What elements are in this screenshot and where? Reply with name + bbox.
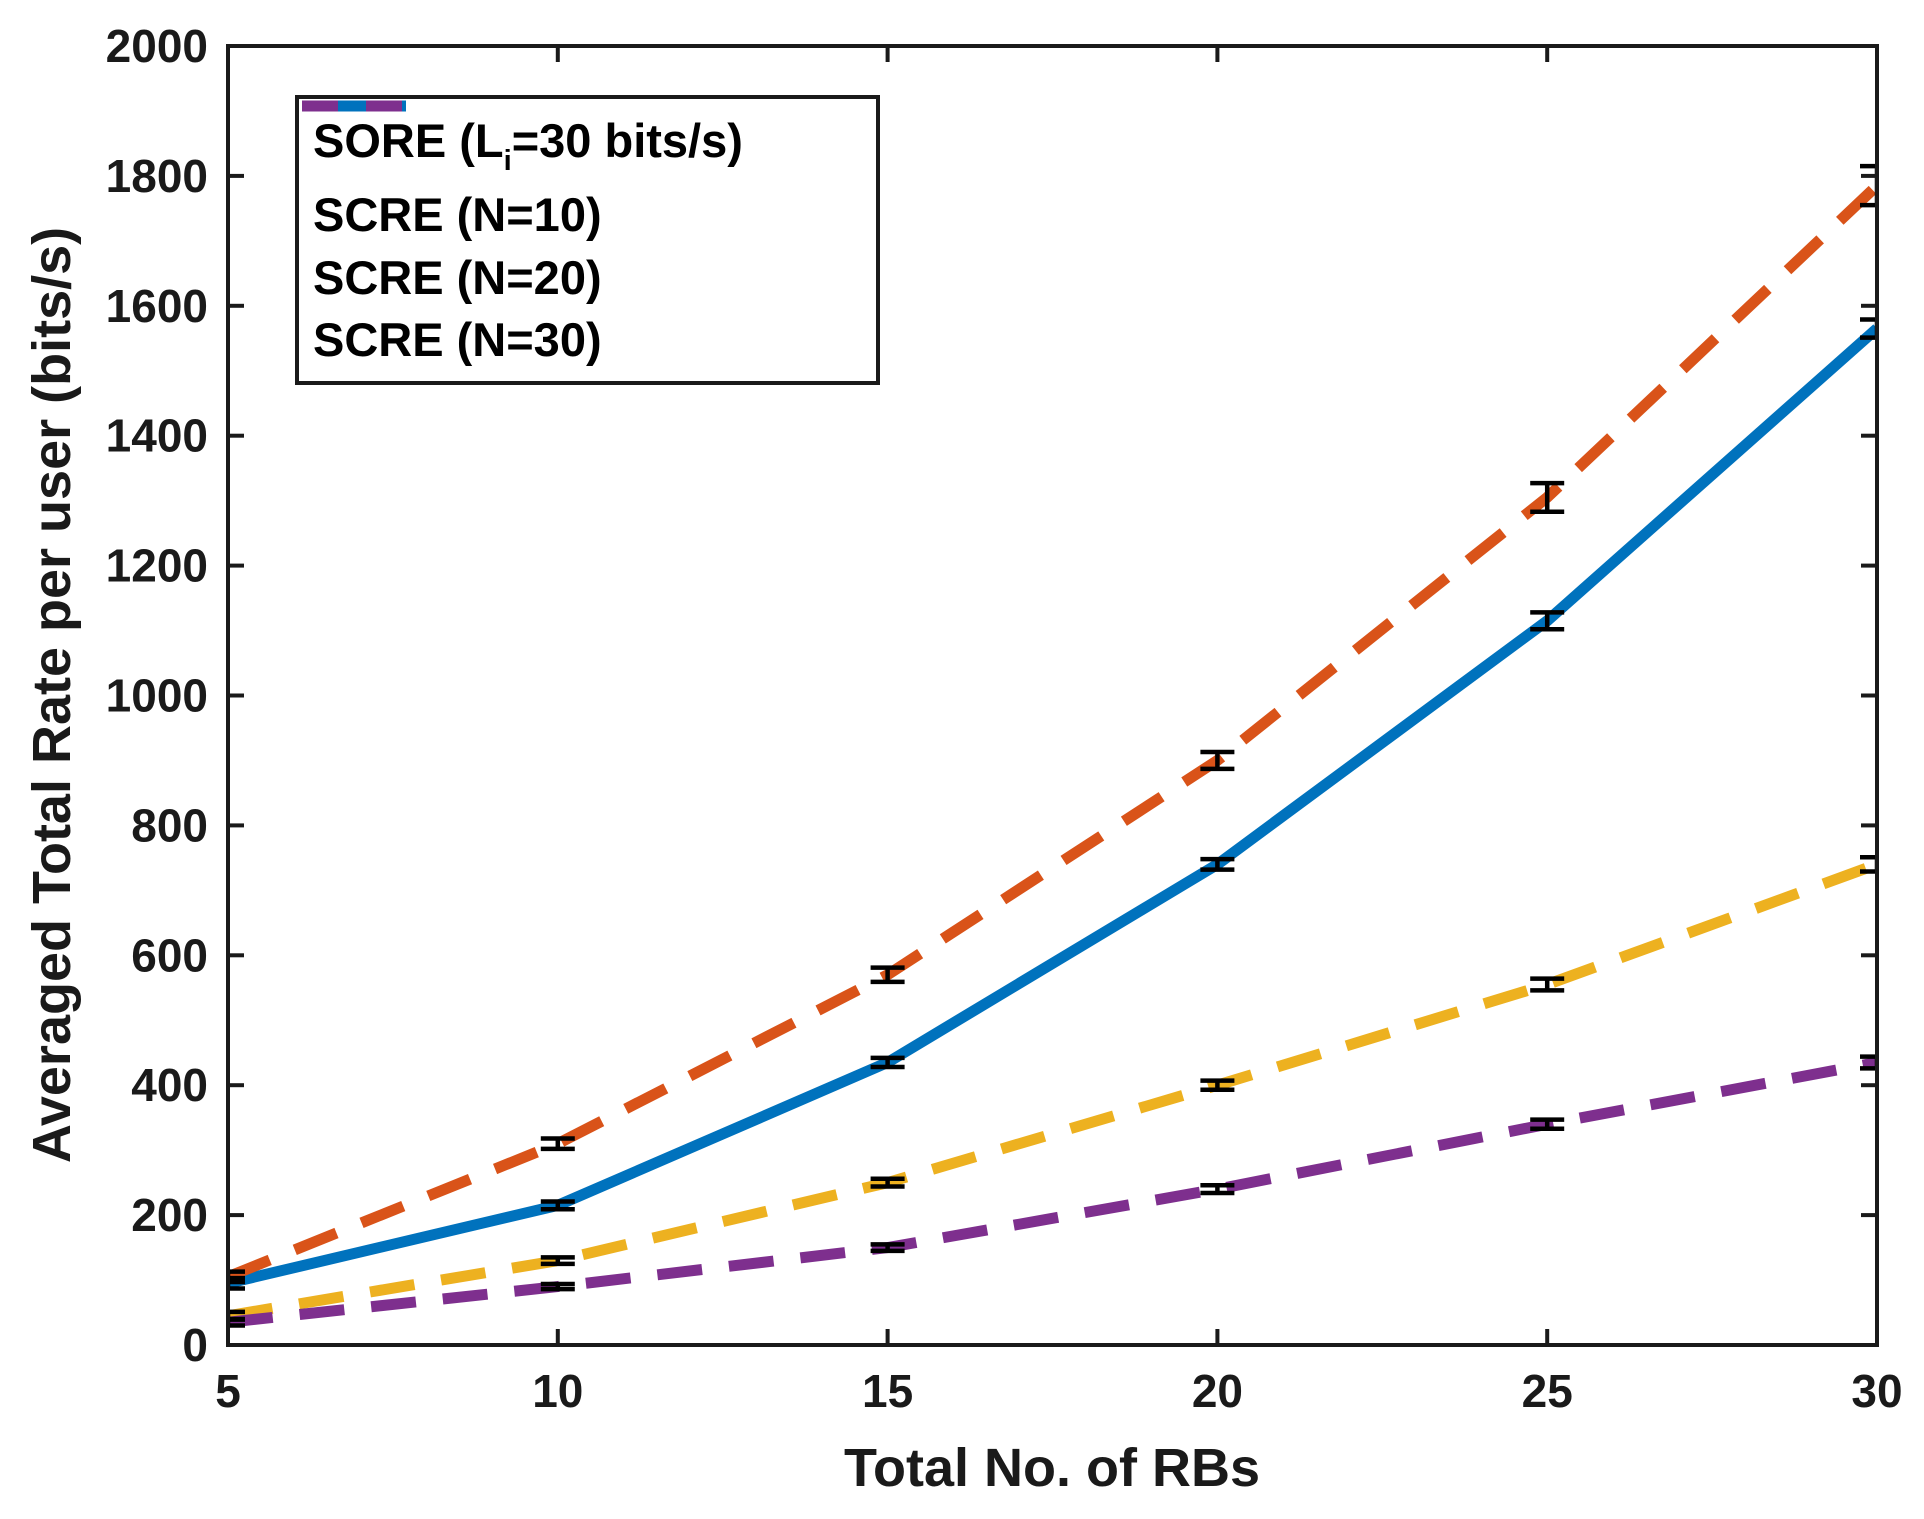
- legend-label: SORE (Li=30 bits/s): [313, 113, 743, 177]
- series-line-1: [228, 181, 1877, 1282]
- legend-item-1: SCRE (N=10): [302, 100, 866, 242]
- series-group: [228, 181, 1877, 1328]
- y-tick-label: 1200: [106, 540, 208, 592]
- series-line-3: [228, 1057, 1877, 1328]
- legend-item-0: SORE (Li=30 bits/s): [302, 100, 866, 177]
- error-bars-group: [228, 163, 1877, 1328]
- x-tick-label: 20: [1192, 1365, 1243, 1417]
- series-line-0: [228, 324, 1877, 1289]
- y-tick-label: 1600: [106, 280, 208, 332]
- legend-sample-line: [302, 100, 406, 112]
- y-tick-label: 600: [131, 929, 208, 981]
- series-line-2: [228, 859, 1877, 1322]
- y-tick-label: 2000: [106, 20, 208, 72]
- x-tick-label: 30: [1851, 1365, 1902, 1417]
- x-tick-label: 5: [215, 1365, 241, 1417]
- legend-label: SCRE (N=10): [313, 188, 602, 242]
- y-axis-label: Averaged Total Rate per user (bits/s): [22, 226, 82, 1164]
- legend-label: SCRE (N=20): [313, 250, 602, 304]
- x-tick-label: 25: [1522, 1365, 1573, 1417]
- y-tick-label: 1000: [106, 670, 208, 722]
- x-axis-label: Total No. of RBs: [844, 1438, 1260, 1498]
- y-tick-label: 200: [131, 1189, 208, 1241]
- legend: SORE (Li=30 bits/s) SCRE (N=10) SCRE (N=20…: [295, 95, 880, 385]
- y-tick-label: 1400: [106, 410, 208, 462]
- legend-item-2: SCRE (N=20): [302, 100, 866, 304]
- y-tick-label: 0: [182, 1319, 208, 1371]
- x-tick-label: 15: [862, 1365, 913, 1417]
- legend-label: SCRE (N=30): [313, 313, 602, 367]
- x-tick-label: 10: [532, 1365, 583, 1417]
- y-tick-label: 800: [131, 799, 208, 851]
- y-tick-label: 1800: [106, 150, 208, 202]
- y-tick-label: 400: [131, 1059, 208, 1111]
- legend-item-3: SCRE (N=30): [302, 100, 866, 367]
